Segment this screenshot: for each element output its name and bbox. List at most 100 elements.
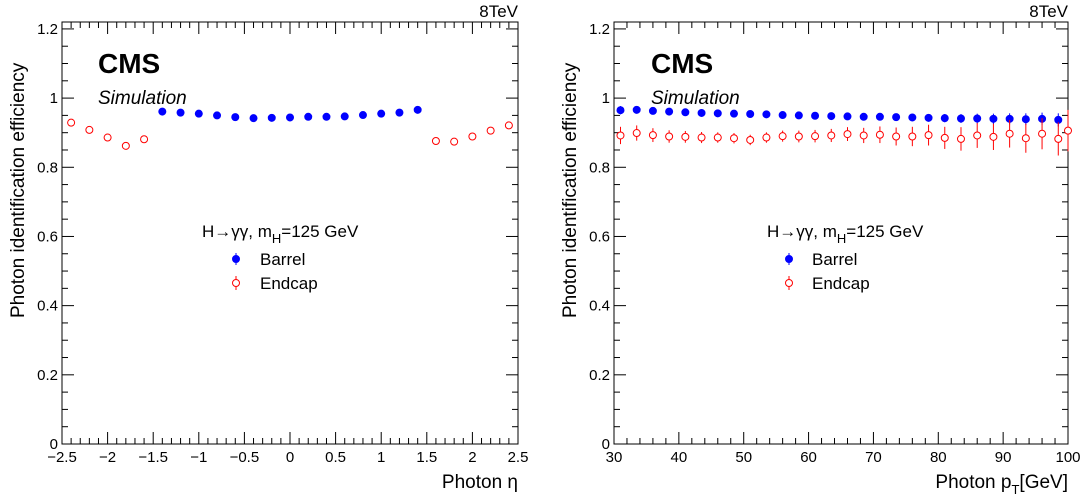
barrel-point [956, 114, 965, 123]
experiment-label: CMS [98, 48, 160, 79]
y-tick-label: 1 [602, 90, 610, 107]
endcap-point [431, 136, 440, 145]
simulation-label: Simulation [98, 88, 187, 109]
x-tick-label: 1 [377, 449, 385, 466]
y-tick-label: 0.8 [589, 159, 610, 176]
endcap-point [67, 118, 76, 127]
barrel-point [632, 105, 641, 114]
endcap-point [746, 135, 755, 144]
endcap-point [859, 131, 868, 140]
legend-endcap-marker [785, 279, 793, 287]
x-tick-label: 80 [930, 449, 947, 466]
barrel-point [778, 111, 787, 120]
endcap-point [140, 135, 149, 144]
y-axis-title: Photon identification efficiency [560, 62, 581, 318]
x-tick-label: 60 [800, 449, 817, 466]
simulation-label: Simulation [651, 88, 740, 109]
x-tick-label: 0 [286, 449, 294, 466]
barrel-point [892, 113, 901, 122]
legend-header-tail: =125 GeV [281, 222, 359, 241]
barrel-point [940, 114, 949, 123]
endcap-point [940, 133, 949, 142]
barrel-point [194, 109, 203, 118]
legend-barrel-label: Barrel [260, 250, 305, 269]
legend-header-main: H→γγ, m [202, 222, 272, 241]
x-tick-label: 0.5 [325, 449, 346, 466]
legend-endcap-label: Endcap [812, 274, 870, 293]
x-tick-label: −2 [99, 449, 116, 466]
barrel-point [811, 111, 820, 120]
barrel-point [843, 112, 852, 121]
endcap-point [1038, 129, 1047, 138]
endcap-point [486, 126, 495, 135]
endcap-point [85, 125, 94, 134]
y-tick-label: 0 [50, 436, 58, 453]
y-tick-label: 0.4 [37, 298, 58, 315]
panel-eta: 8TeV CMS Simulation Photon identificatio… [8, 2, 528, 493]
endcap-point [989, 132, 998, 141]
barrel-point [697, 108, 706, 117]
legend-barrel-marker [232, 255, 240, 263]
barrel-point [875, 112, 884, 121]
endcap-point [729, 134, 738, 143]
x-axis-title: Photon η [442, 472, 518, 493]
barrel-point [973, 114, 982, 123]
endcap-point [778, 132, 787, 141]
barrel-point [681, 108, 690, 117]
experiment-label: CMS [651, 48, 713, 79]
y-tick-label: 1.2 [37, 21, 58, 38]
legend-header-tail: =125 GeV [846, 222, 924, 241]
endcap-point [875, 130, 884, 139]
barrel-point [648, 106, 657, 115]
legend-endcap-label: Endcap [260, 274, 318, 293]
barrel-point [1021, 115, 1030, 124]
x-tick-label: −0.5 [230, 449, 260, 466]
endcap-point [892, 132, 901, 141]
barrel-point [665, 107, 674, 116]
legend-header-sub: H [837, 231, 846, 246]
x-tick-label: −2.5 [47, 449, 77, 466]
panel-pt: 8TeV CMS Simulation Photon identificatio… [560, 2, 1081, 497]
endcap-point [681, 132, 690, 141]
y-tick-label: 0.2 [589, 367, 610, 384]
legend: H→γγ, mH=125 GeV Barrel Endcap [767, 222, 924, 293]
x-tick-label: 30 [606, 449, 623, 466]
legend-barrel-label: Barrel [812, 250, 857, 269]
legend: H→γγ, mH=125 GeV Barrel Endcap [202, 222, 359, 293]
endcap-point [504, 121, 513, 130]
barrel-point [827, 112, 836, 121]
energy-label: 8TeV [479, 2, 518, 21]
endcap-point [924, 131, 933, 140]
x-axis-title-tail: [GeV] [1019, 472, 1068, 493]
endcap-point [794, 132, 803, 141]
endcap-point [1005, 129, 1014, 138]
x-axis-title: Photon pT[GeV] [935, 472, 1068, 497]
barrel-point [729, 109, 738, 118]
endcap-point [843, 130, 852, 139]
x-tick-label: 50 [735, 449, 752, 466]
x-axis-title-main: Photon p [935, 472, 1011, 493]
endcap-point [956, 134, 965, 143]
barrel-point [286, 113, 294, 122]
plot-frame [613, 21, 1069, 445]
barrel-point [231, 113, 240, 122]
endcap-point [665, 132, 674, 141]
endcap-point [973, 131, 982, 140]
endcap-point [103, 133, 112, 142]
y-axis-title: Photon identification efficiency [8, 62, 29, 318]
y-tick-label: 0 [602, 436, 610, 453]
barrel-point [213, 111, 222, 120]
x-tick-label: 2 [468, 449, 476, 466]
endcap-point [468, 132, 477, 141]
barrel-point [762, 110, 771, 119]
barrel-point [340, 112, 349, 121]
barrel-point [413, 105, 422, 114]
barrel-point [249, 114, 258, 123]
barrel-point [908, 113, 917, 122]
endcap-point [632, 129, 641, 138]
barrel-point [358, 111, 367, 120]
legend-header: H→γγ, mH=125 GeV [202, 222, 359, 246]
y-tick-label: 0.6 [589, 228, 610, 245]
barrel-point [176, 108, 185, 117]
